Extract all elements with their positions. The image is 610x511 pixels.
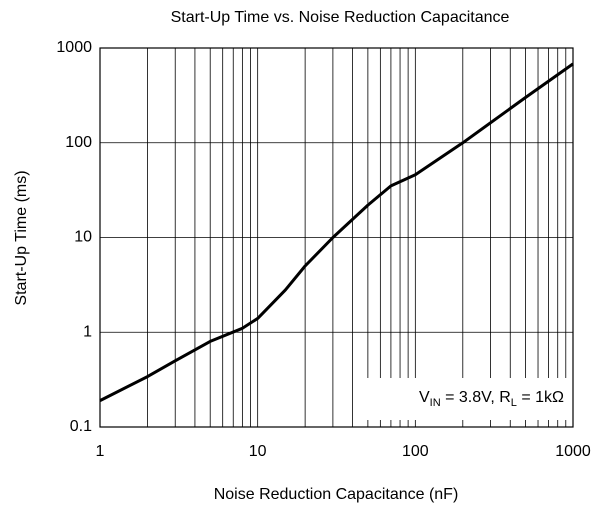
annotation-subscript: L (511, 397, 517, 409)
x-tick-label: 10 (249, 443, 267, 460)
y-axis-label: Start-Up Time (ms) (13, 170, 30, 305)
annotation-box (358, 378, 570, 420)
annotation-text: = 1kΩ (517, 389, 564, 406)
annotation-text: V (419, 389, 430, 406)
x-tick-label: 1000 (555, 443, 591, 460)
y-tick-label: 100 (65, 134, 92, 151)
y-tick-label: 10 (74, 229, 92, 246)
y-tick-label: 0.1 (70, 418, 92, 435)
annotation-subscript: IN (430, 397, 441, 409)
annotation: VIN = 3.8V, RL = 1kΩ (419, 389, 564, 409)
data-line (99, 62, 574, 402)
x-axis-label: Noise Reduction Capacitance (nF) (214, 486, 459, 503)
plot-frame (99, 47, 574, 428)
x-tick-label: 100 (402, 443, 429, 460)
x-tick-label: 1 (96, 443, 105, 460)
y-tick-label: 1000 (56, 39, 92, 56)
chart-title: Start-Up Time vs. Noise Reduction Capaci… (171, 9, 510, 26)
annotation-text: = 3.8V, R (441, 389, 511, 406)
y-tick-label: 1 (83, 323, 92, 340)
